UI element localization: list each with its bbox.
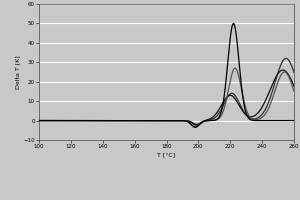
X-axis label: T [°C]: T [°C]: [158, 152, 175, 157]
Y-axis label: Delta T [K]: Delta T [K]: [15, 55, 20, 89]
